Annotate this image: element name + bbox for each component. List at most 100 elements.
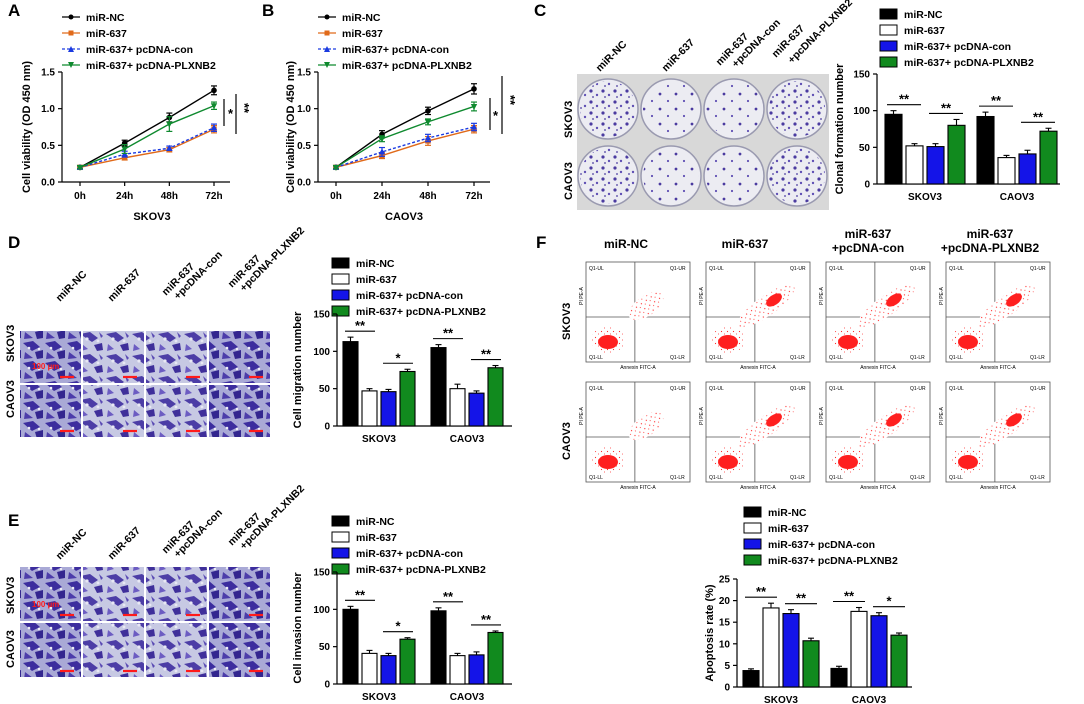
panel-a-legend-pcdna-plxnb2: miR-637+ pcDNA-PLXNB2 [86,60,216,72]
flow-quadrant-label: Q1-UL [589,386,604,392]
panel-e-row-caov3: CAOV3 [5,630,17,668]
x-tick-label: SKOV3 [362,692,396,703]
panel-label-b: B [262,1,274,20]
micrograph-tile [83,567,144,621]
legend-marker-pcdna-plxnb2 [68,62,74,68]
flow-quadrant-label: Q1-UR [670,266,686,272]
significance-mark: * [395,619,401,634]
flow-quadrant-label: Q1-LR [1030,475,1045,481]
flow-quadrant-label: Q1-UL [709,386,724,392]
flow-quadrant-label: Q1-LR [910,355,925,361]
flow-population-late [766,413,782,427]
bar-mir-637-caov3 [449,655,466,685]
flow-population-apoptotic [628,411,664,441]
legend-label-mir-nc: miR-NC [904,9,943,21]
micrograph-tile [20,567,81,621]
micrograph-tile [83,385,144,437]
micrograph-tile [146,385,207,437]
bar-mir-nc-skov3 [342,608,359,685]
micrograph-tile [83,331,144,383]
legend-marker-pcdna-plxnb2 [324,62,330,68]
panel-f-col-pcdna-plxnb2-1: miR-637 [967,227,1014,241]
flow-x-axis-label: Annexin FITC-A [620,485,656,491]
legend-label-mir-637-pcdna-plxnb2: miR-637+ pcDNA-PLXNB2 [768,555,898,567]
bar-mir-637-pcdna-con-skov3 [380,391,397,427]
flow-x-axis-label: Annexin FITC-A [620,365,656,371]
panel-b-sig-inner: * [493,108,499,123]
panel-label-e: E [8,511,19,530]
flow-quadrant-label: Q1-UL [589,266,604,272]
y-tick-label: 1.5 [41,68,55,79]
panel-b-x-label: CAOV3 [385,211,423,223]
flow-quadrant-label: Q1-UR [910,386,926,392]
significance-mark: ** [481,612,492,627]
flow-quadrant-label: Q1-LR [790,475,805,481]
x-tick-label: CAOV3 [450,692,485,703]
significance-mark: ** [443,589,454,604]
point-mir-637-pcdna-con [424,134,432,141]
panel-d-migration-chart: miR-NC miR-637 miR-637+ pcDNA-con miR-637+ … [292,257,512,445]
legend-label-mir-637: miR-637 [904,25,945,37]
bar-mir-637-pcdna-con-caov3 [468,392,485,427]
y-tick-label: 1.0 [297,104,311,115]
point-mir-637-pcdna-plxnb2 [121,146,128,153]
legend-label-mir-637-pcdna-con: miR-637+ pcDNA-con [768,539,875,551]
y-tick-label: 15 [719,618,731,629]
bar-mir-637-caov3 [449,388,466,427]
panel-d-row-caov3: CAOV3 [5,380,17,418]
legend-marker-mir-nc [68,14,74,20]
legend-marker-pcdna-con [324,46,330,52]
point-mir-nc [471,86,477,92]
micrograph-tile [146,331,207,383]
flow-x-axis-label: Annexin FITC-A [740,485,776,491]
panel-f-col-pcdna-plxnb2-2: +pcDNA-PLXNB2 [941,241,1040,255]
bar-mir-637-pcdna-plxnb2-caov3 [1039,130,1058,185]
x-tick-label: 0h [330,191,342,202]
colony-spots [643,148,699,204]
micrograph-tile [146,623,207,677]
x-tick-label: 72h [465,191,482,202]
bar-mir-637-pcdna-con-caov3 [468,654,485,685]
flow-population-core [718,335,738,349]
scale-bar-label: 100 µm [32,600,59,609]
panel-d-migration-images: miR-NC miR-637 miR-637 +pcDNA-con miR-63… [5,225,307,437]
micrograph-tile [20,331,81,383]
flow-quadrant-label: Q1-UR [910,266,926,272]
legend-label-mir-nc: miR-NC [768,507,807,519]
significance-mark: * [395,350,401,365]
flow-y-axis-label: PI PE-A [939,286,945,304]
panel-f-col-pcdna-con-1: miR-637 [845,227,892,241]
flow-quadrant-label: Q1-UR [670,386,686,392]
flow-quadrant-label: Q1-UL [829,266,844,272]
panel-a-legend-mir-637: miR-637 [86,28,127,40]
legend-marker-mir-637 [324,30,330,36]
colony-spots [769,81,825,137]
panel-c-y-label: Clonal formation number [834,63,846,195]
point-mir-637-pcdna-con [210,124,218,131]
panel-f-col-pcdna-con-2: +pcDNA-con [832,241,904,255]
point-mir-nc [425,108,431,114]
flow-population-core [838,455,858,469]
flow-quadrant-label: Q1-LL [589,475,603,481]
x-tick-label: 72h [205,191,222,202]
flow-population-core [598,335,618,349]
panel-e-invasion-chart: miR-NC miR-637 miR-637+ pcDNA-con miR-637+ … [292,515,512,703]
colony-spots [706,148,762,204]
series-line-mir-637-pcdna-con [335,126,475,168]
flow-quadrant-label: Q1-LR [790,355,805,361]
panel-a-sig-outer: ** [237,103,252,114]
legend-swatch-mir-637 [331,273,350,285]
panel-b-legend-pcdna-plxnb2: miR-637+ pcDNA-PLXNB2 [342,60,472,72]
point-mir-637-pcdna-plxnb2 [76,164,84,171]
flow-quadrant-label: Q1-LL [709,475,723,481]
flow-population-late [886,293,902,307]
panel-b-viability-chart: miR-NC miR-637 miR-637+ pcDNA-con miR-63… [285,12,518,223]
point-mir-nc [211,87,217,94]
flow-quadrant-label: Q1-LL [709,355,723,361]
significance-mark: ** [899,92,910,107]
bar-mir-637-pcdna-con-caov3 [870,615,888,688]
significance-mark: ** [481,347,492,362]
x-tick-label: CAOV3 [450,434,485,445]
flow-population-late [886,413,902,427]
y-tick-label: 0.5 [297,141,311,152]
